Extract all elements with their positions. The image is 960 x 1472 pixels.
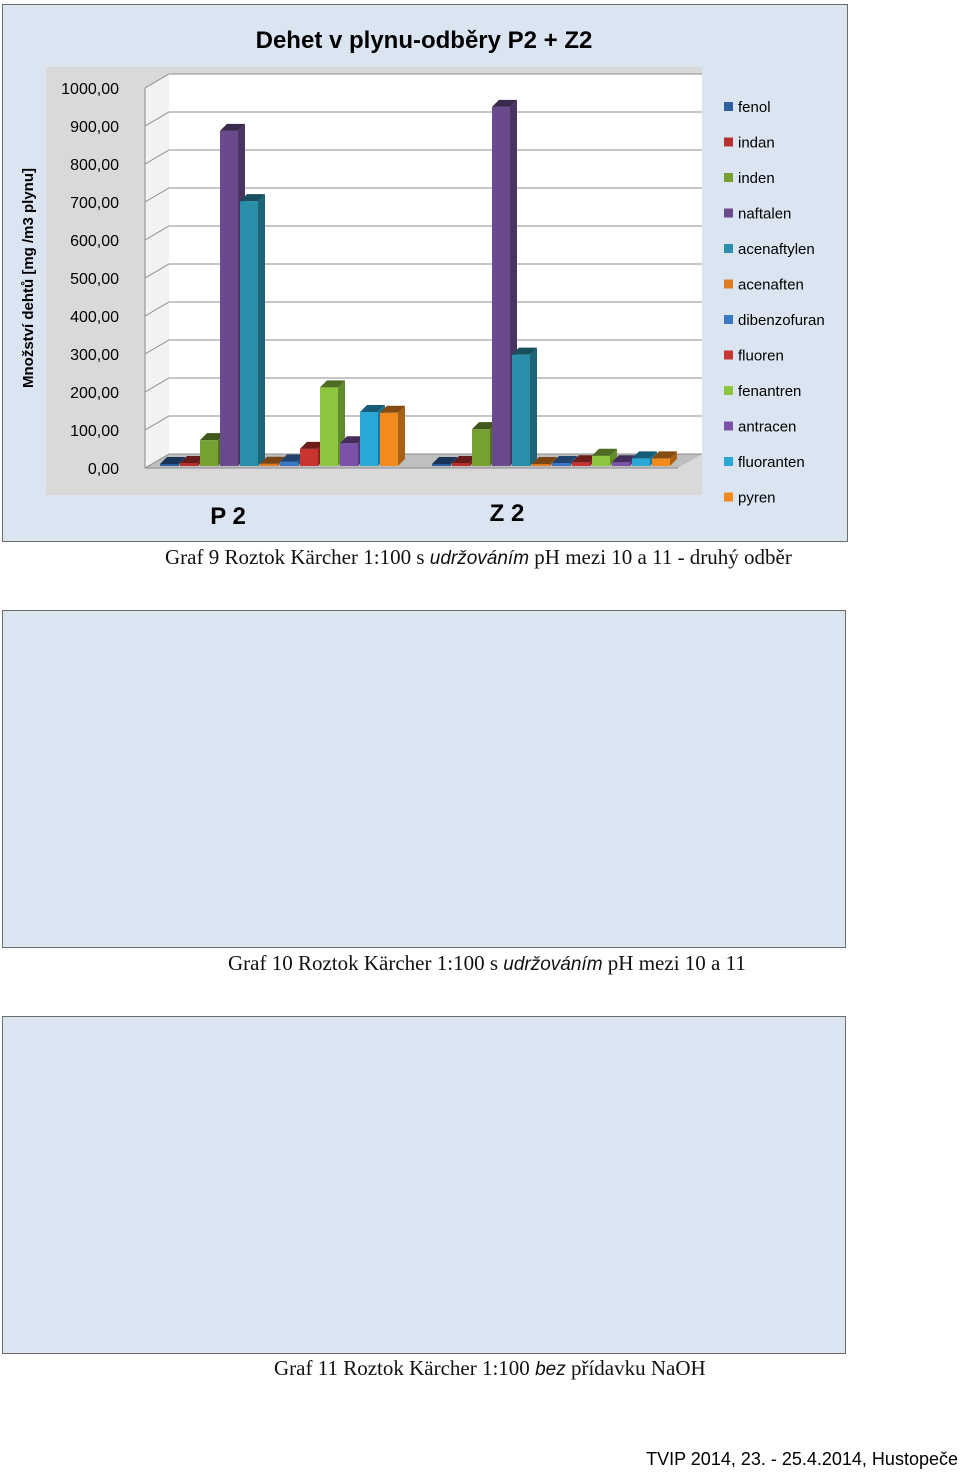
caption-graf10-text-end: pH mezi 10 a 11: [602, 951, 746, 975]
caption-graf11-italic: bez: [535, 1359, 566, 1380]
caption-graf11: Graf 11 Roztok Kärcher 1:100 bez přídavk…: [274, 1356, 706, 1381]
caption-graf9-text-end: pH mezi 10 a 11 - druhý odběr: [529, 545, 792, 569]
caption-graf9: Graf 9 Roztok Kärcher 1:100 s udržováním…: [165, 545, 792, 570]
caption-graf11-text: Graf 11 Roztok Kärcher 1:100: [274, 1356, 536, 1380]
caption-graf10: Graf 10 Roztok Kärcher 1:100 s udržování…: [228, 951, 746, 976]
chart3-frame: [2, 1016, 846, 1354]
caption-graf11-text-end: přídavku NaOH: [565, 1356, 706, 1380]
footer-conference: TVIP 2014, 23. - 25.4.2014, Hustopeče: [646, 1449, 958, 1469]
chart2-frame: [2, 610, 846, 948]
caption-graf10-italic: udržováním: [503, 954, 603, 975]
caption-graf10-text: Graf 10 Roztok Kärcher 1:100 s: [228, 951, 504, 975]
caption-graf9-text: Graf 9 Roztok Kärcher 1:100 s: [165, 545, 430, 569]
caption-graf9-italic: udržováním: [429, 548, 530, 569]
chart1-frame: [2, 4, 848, 542]
